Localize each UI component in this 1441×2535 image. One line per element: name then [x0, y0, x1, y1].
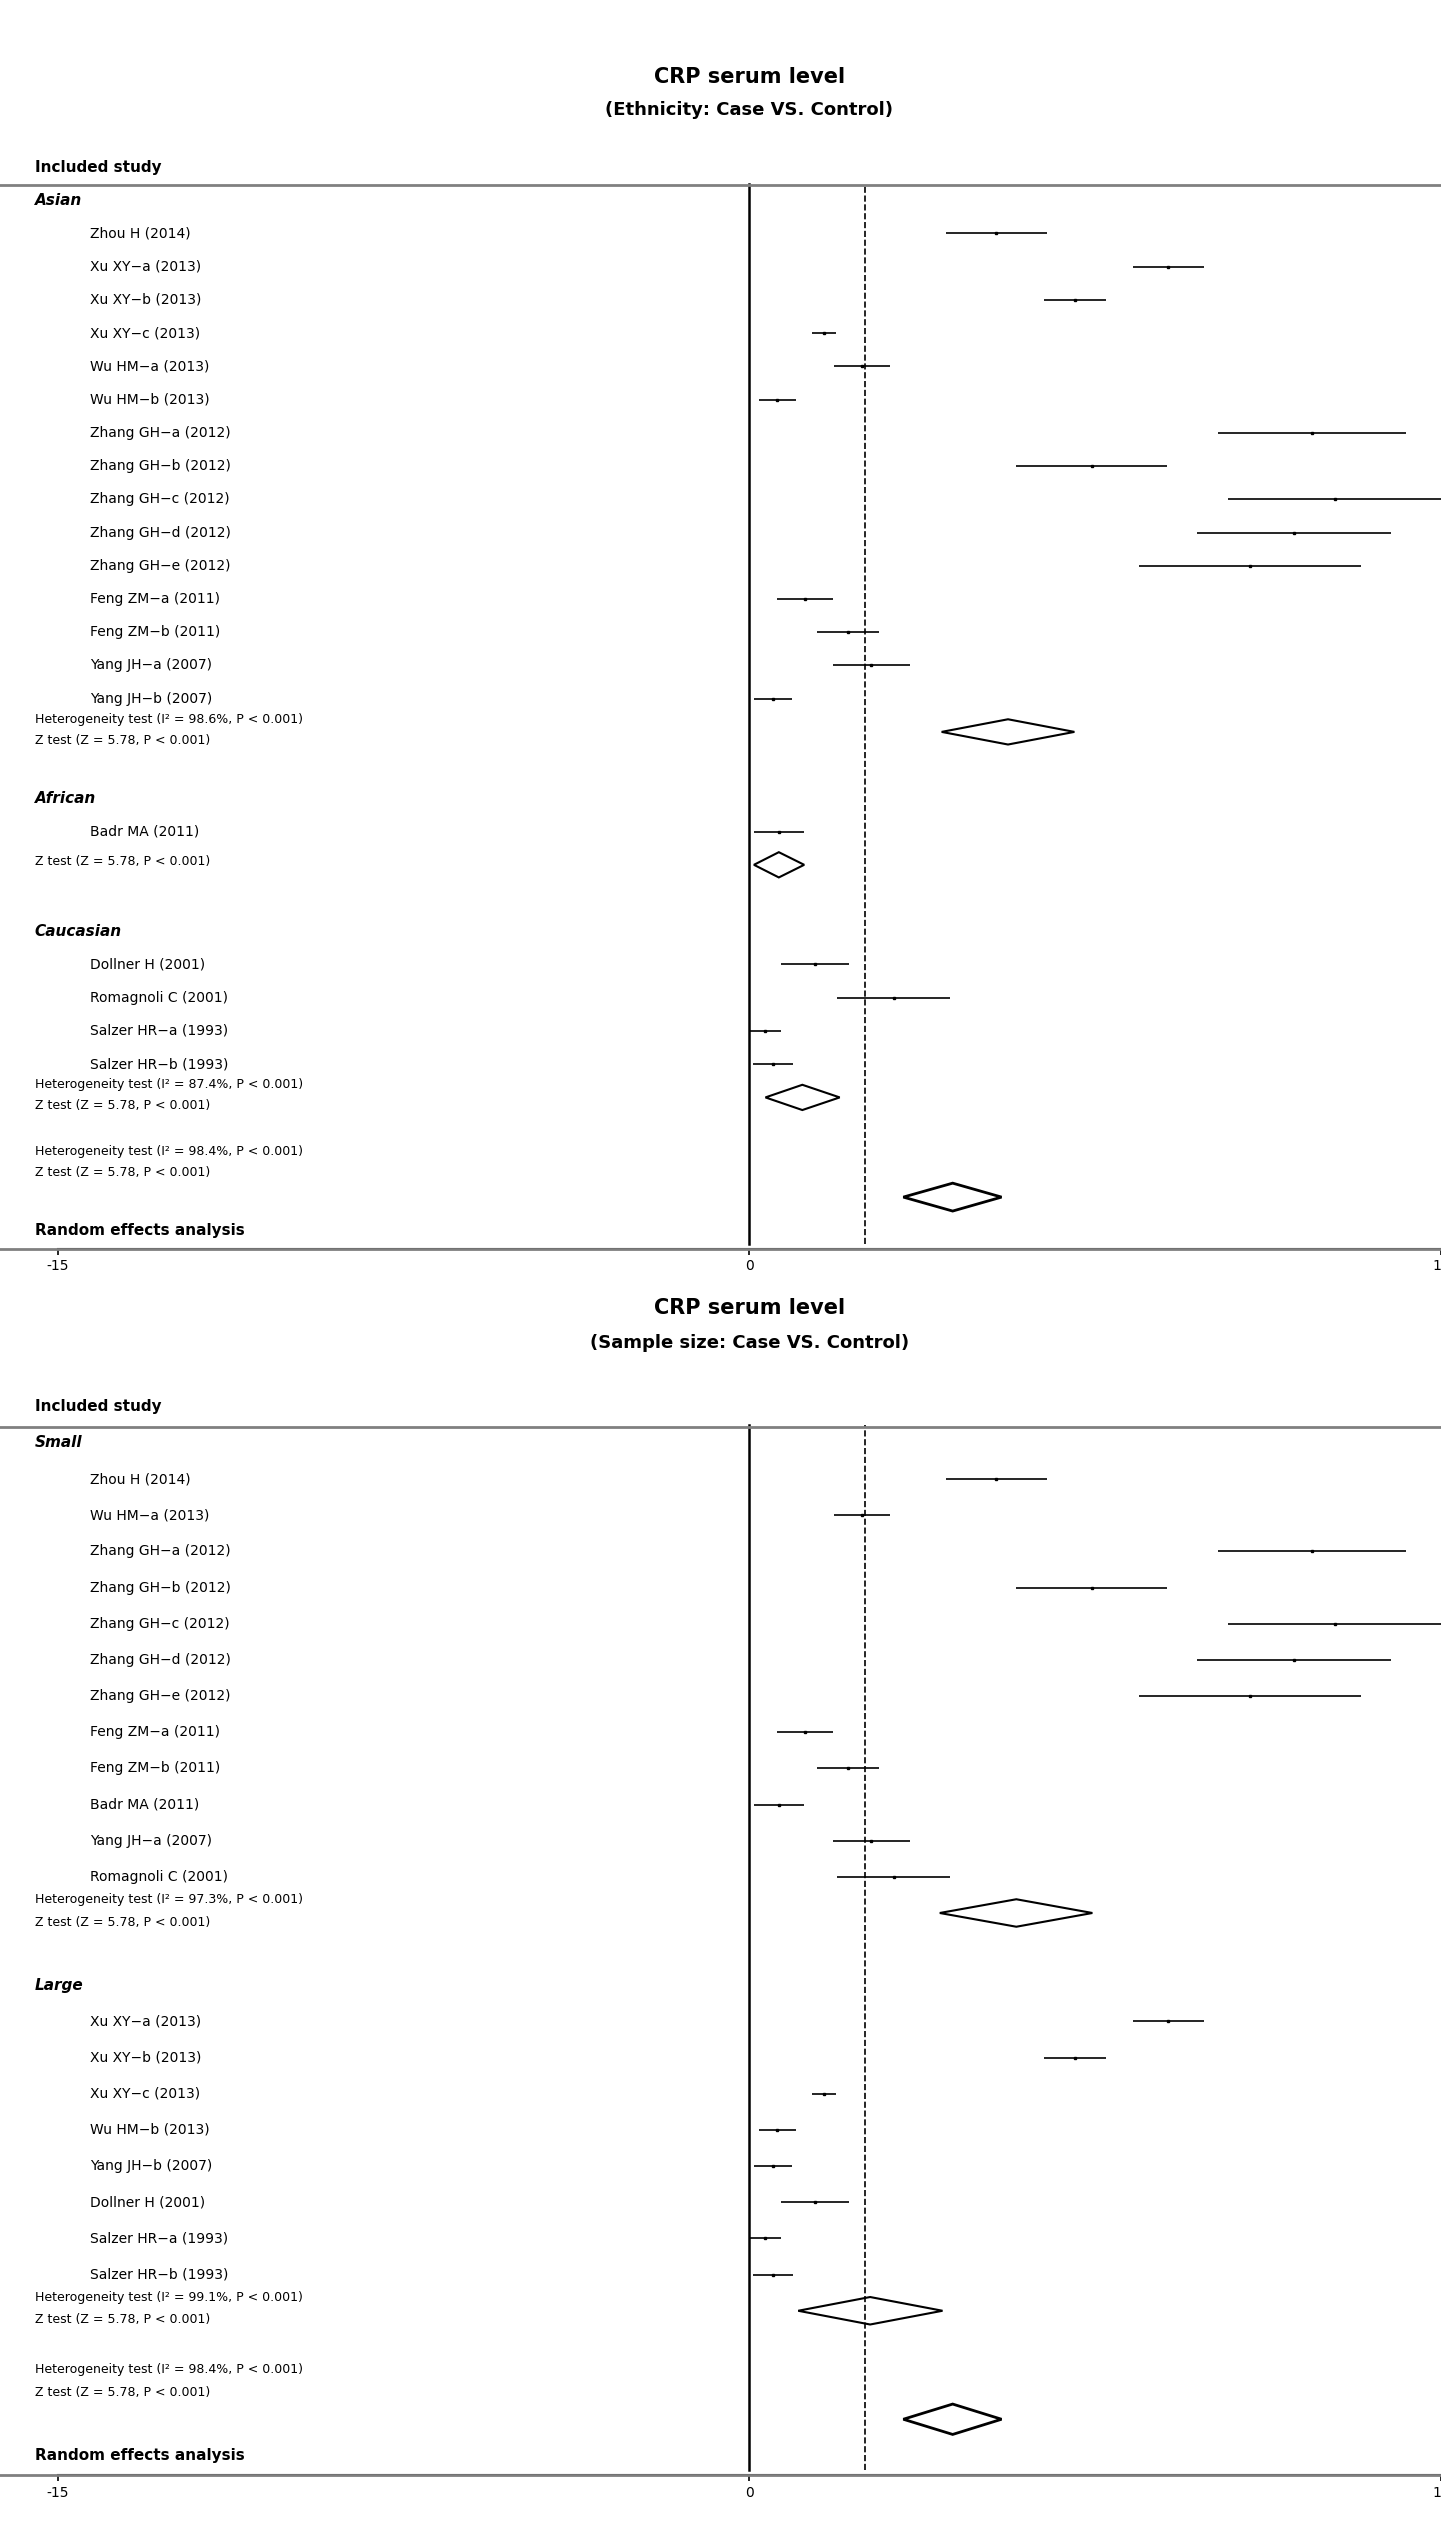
- Text: Feng ZM−b (2011): Feng ZM−b (2011): [89, 626, 220, 639]
- Text: Heterogeneity test (I² = 98.4%, P < 0.001): Heterogeneity test (I² = 98.4%, P < 0.00…: [35, 2363, 303, 2375]
- Text: Zhang GH−a (2012): Zhang GH−a (2012): [89, 1544, 231, 1559]
- Text: Caucasian: Caucasian: [35, 923, 121, 938]
- Text: Dollner H (2001): Dollner H (2001): [89, 2195, 205, 2211]
- Text: (Ethnicity: Case VS. Control): (Ethnicity: Case VS. Control): [605, 101, 893, 119]
- Text: Yang JH−a (2007): Yang JH−a (2007): [89, 1833, 212, 1848]
- Text: Included study: Included study: [35, 160, 161, 175]
- Text: Zhang GH−e (2012): Zhang GH−e (2012): [89, 558, 231, 573]
- Text: Z test (Z = 5.78, P < 0.001): Z test (Z = 5.78, P < 0.001): [35, 854, 210, 867]
- Text: Z test (Z = 5.78, P < 0.001): Z test (Z = 5.78, P < 0.001): [35, 1100, 210, 1113]
- Text: Badr MA (2011): Badr MA (2011): [89, 1797, 199, 1813]
- Text: Xu XY−c (2013): Xu XY−c (2013): [89, 2086, 200, 2102]
- Text: Heterogeneity test (I² = 87.4%, P < 0.001): Heterogeneity test (I² = 87.4%, P < 0.00…: [35, 1077, 303, 1090]
- Text: Zhou H (2014): Zhou H (2014): [89, 1473, 190, 1486]
- Text: Z test (Z = 5.78, P < 0.001): Z test (Z = 5.78, P < 0.001): [35, 1166, 210, 1179]
- Text: Z test (Z = 5.78, P < 0.001): Z test (Z = 5.78, P < 0.001): [35, 2385, 210, 2398]
- Text: Zhang GH−b (2012): Zhang GH−b (2012): [89, 1579, 231, 1595]
- Text: Heterogeneity test (I² = 98.4%, P < 0.001): Heterogeneity test (I² = 98.4%, P < 0.00…: [35, 1146, 303, 1158]
- Text: Xu XY−b (2013): Xu XY−b (2013): [89, 294, 202, 307]
- Text: Z test (Z = 5.78, P < 0.001): Z test (Z = 5.78, P < 0.001): [35, 733, 210, 748]
- Text: Dollner H (2001): Dollner H (2001): [89, 958, 205, 971]
- Text: Feng ZM−a (2011): Feng ZM−a (2011): [89, 1726, 220, 1739]
- Text: Wu HM−b (2013): Wu HM−b (2013): [89, 2122, 209, 2137]
- Text: Heterogeneity test (I² = 97.3%, P < 0.001): Heterogeneity test (I² = 97.3%, P < 0.00…: [35, 1894, 303, 1906]
- Text: Random effects analysis: Random effects analysis: [35, 2449, 245, 2464]
- Polygon shape: [941, 720, 1075, 745]
- Text: Zhou H (2014): Zhou H (2014): [89, 226, 190, 241]
- Text: Zhang GH−d (2012): Zhang GH−d (2012): [89, 525, 231, 540]
- Text: (Sample size: Case VS. Control): (Sample size: Case VS. Control): [589, 1333, 909, 1351]
- Text: Random effects analysis: Random effects analysis: [35, 1222, 245, 1237]
- Text: Zhang GH−e (2012): Zhang GH−e (2012): [89, 1688, 231, 1704]
- Text: Yang JH−b (2007): Yang JH−b (2007): [89, 692, 212, 705]
- Text: Badr MA (2011): Badr MA (2011): [89, 824, 199, 839]
- Text: Romagnoli C (2001): Romagnoli C (2001): [89, 991, 228, 1004]
- Text: Large: Large: [35, 1977, 84, 1993]
- Polygon shape: [904, 1184, 1001, 1212]
- Polygon shape: [798, 2297, 942, 2325]
- Text: Asian: Asian: [35, 193, 82, 208]
- Text: Small: Small: [35, 1435, 82, 1450]
- Text: Xu XY−a (2013): Xu XY−a (2013): [89, 2015, 202, 2028]
- Text: Salzer HR−b (1993): Salzer HR−b (1993): [89, 2269, 228, 2282]
- Text: Feng ZM−b (2011): Feng ZM−b (2011): [89, 1762, 220, 1774]
- Text: Xu XY−c (2013): Xu XY−c (2013): [89, 327, 200, 340]
- Text: Wu HM−b (2013): Wu HM−b (2013): [89, 393, 209, 406]
- Text: CRP serum level: CRP serum level: [654, 1298, 844, 1318]
- Text: Wu HM−a (2013): Wu HM−a (2013): [89, 1508, 209, 1521]
- Text: Salzer HR−b (1993): Salzer HR−b (1993): [89, 1057, 228, 1072]
- Text: African: African: [35, 791, 97, 806]
- Polygon shape: [940, 1899, 1092, 1927]
- Text: Included study: Included study: [35, 1399, 161, 1415]
- Text: CRP serum level: CRP serum level: [654, 68, 844, 86]
- Text: Z test (Z = 5.78, P < 0.001): Z test (Z = 5.78, P < 0.001): [35, 1916, 210, 1929]
- Text: Salzer HR−a (1993): Salzer HR−a (1993): [89, 1024, 228, 1037]
- Text: Xu XY−b (2013): Xu XY−b (2013): [89, 2051, 202, 2063]
- Text: Feng ZM−a (2011): Feng ZM−a (2011): [89, 593, 220, 606]
- Text: Xu XY−a (2013): Xu XY−a (2013): [89, 259, 202, 274]
- Text: Romagnoli C (2001): Romagnoli C (2001): [89, 1871, 228, 1884]
- Polygon shape: [754, 852, 804, 877]
- Text: Heterogeneity test (I² = 98.6%, P < 0.001): Heterogeneity test (I² = 98.6%, P < 0.00…: [35, 712, 303, 725]
- Text: Zhang GH−c (2012): Zhang GH−c (2012): [89, 1617, 229, 1630]
- Text: Yang JH−a (2007): Yang JH−a (2007): [89, 659, 212, 672]
- Text: Zhang GH−a (2012): Zhang GH−a (2012): [89, 426, 231, 441]
- Text: Zhang GH−b (2012): Zhang GH−b (2012): [89, 459, 231, 474]
- Text: Salzer HR−a (1993): Salzer HR−a (1993): [89, 2231, 228, 2246]
- Text: Zhang GH−c (2012): Zhang GH−c (2012): [89, 492, 229, 507]
- Text: Yang JH−b (2007): Yang JH−b (2007): [89, 2160, 212, 2172]
- Text: Heterogeneity test (I² = 99.1%, P < 0.001): Heterogeneity test (I² = 99.1%, P < 0.00…: [35, 2292, 303, 2304]
- Polygon shape: [904, 2403, 1001, 2434]
- Text: Wu HM−a (2013): Wu HM−a (2013): [89, 360, 209, 373]
- Polygon shape: [765, 1085, 840, 1110]
- Text: Z test (Z = 5.78, P < 0.001): Z test (Z = 5.78, P < 0.001): [35, 2314, 210, 2327]
- Text: Zhang GH−d (2012): Zhang GH−d (2012): [89, 1653, 231, 1668]
